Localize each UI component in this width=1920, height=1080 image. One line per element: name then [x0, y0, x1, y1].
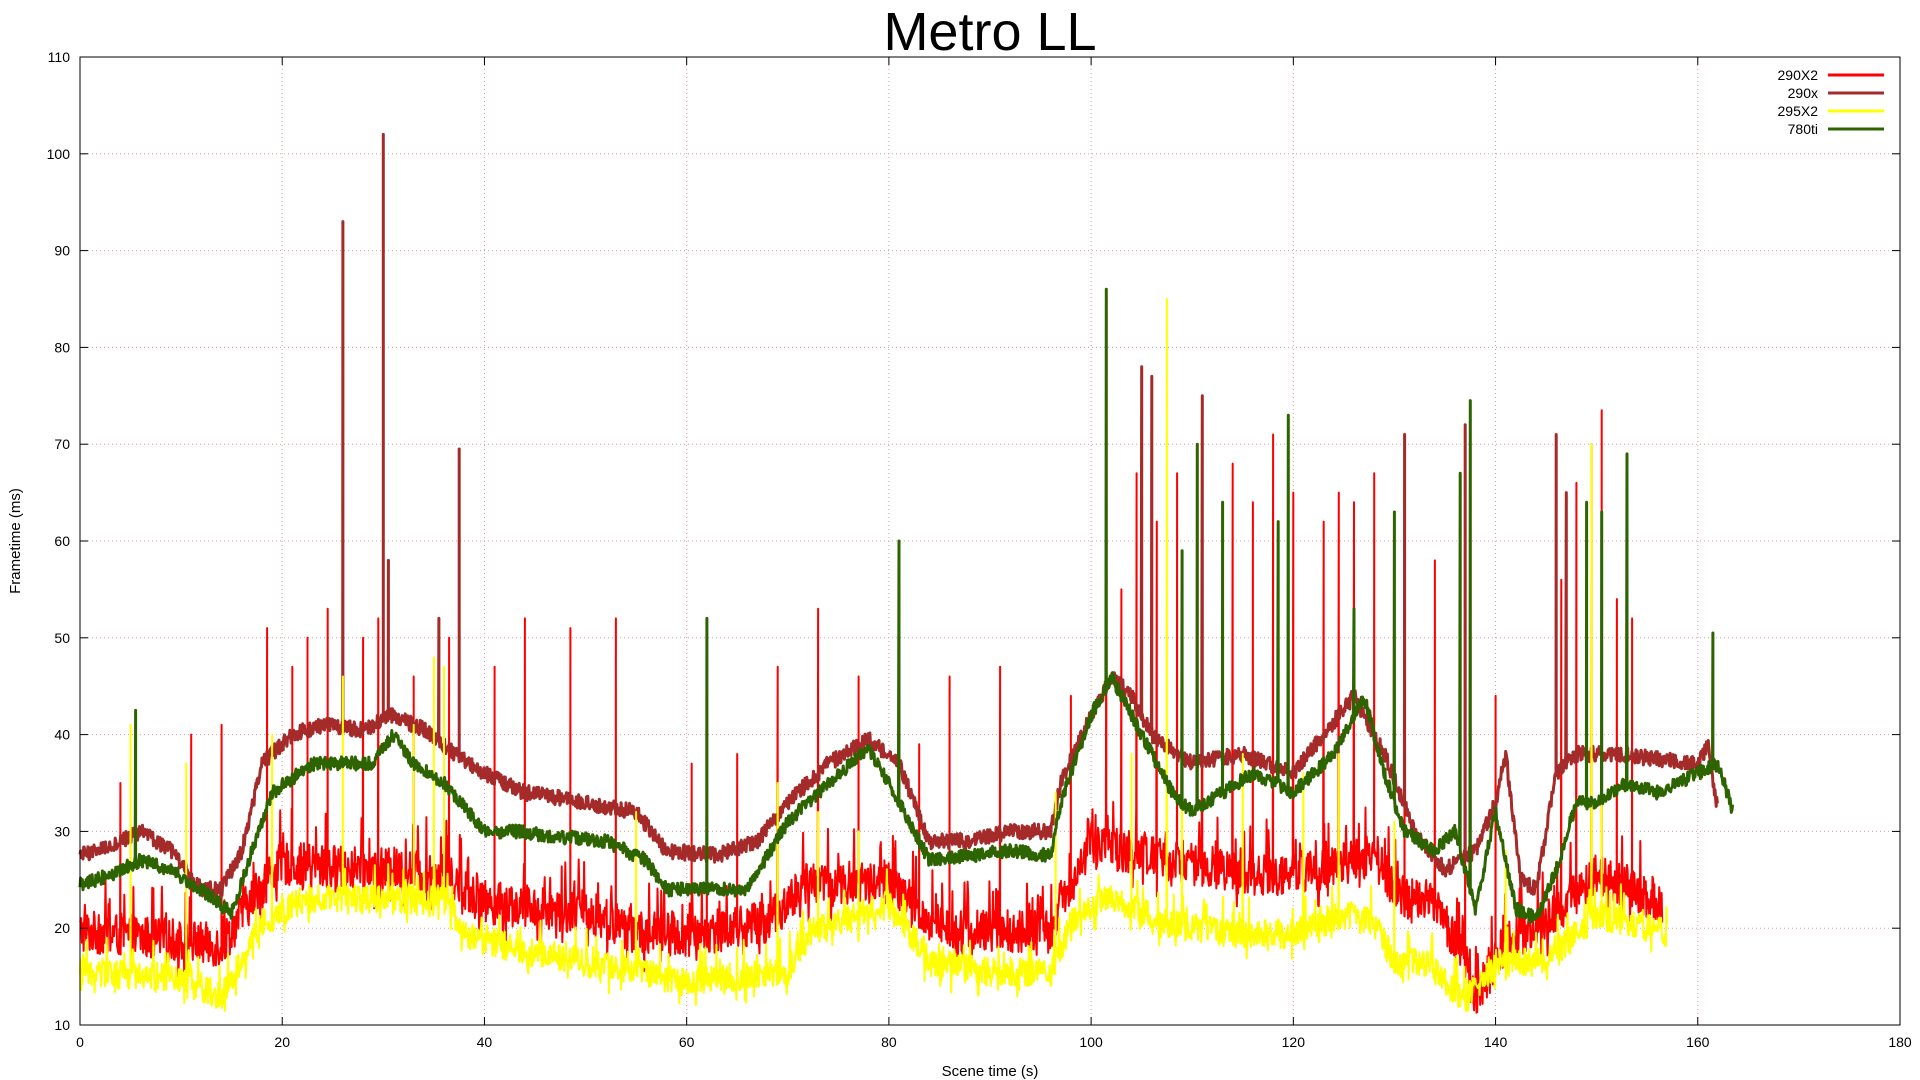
grid — [80, 57, 1900, 1025]
y-tick-label: 50 — [54, 630, 70, 646]
legend-label: 290x — [1788, 85, 1818, 101]
series-line-295x2 — [79, 298, 1668, 1013]
x-tick-label: 0 — [76, 1034, 84, 1050]
y-tick-label: 40 — [54, 727, 70, 743]
y-tick-label: 30 — [54, 823, 70, 839]
legend: 290X2 290x 295X2 780ti — [1778, 67, 1884, 137]
x-tick-label: 120 — [1282, 1034, 1306, 1050]
x-tick-label: 100 — [1079, 1034, 1103, 1050]
x-tick-label: 20 — [274, 1034, 290, 1050]
y-tick-label: 100 — [47, 146, 71, 162]
legend-label: 290X2 — [1778, 67, 1819, 83]
legend-label: 780ti — [1788, 121, 1818, 137]
legend-label: 295X2 — [1778, 103, 1819, 119]
y-axis-label: Frametime (ms) — [7, 488, 24, 594]
axis-ticks: 0 20 40 60 80 100 120 140 160 180 10 20 30 40 50 60 70 80… — [47, 49, 1912, 1050]
x-tick-label: 40 — [477, 1034, 493, 1050]
x-tick-label: 80 — [881, 1034, 897, 1050]
series-line-780ti — [78, 287, 1735, 924]
y-tick-label: 70 — [54, 436, 70, 452]
x-axis-label: Scene time (s) — [942, 1063, 1039, 1080]
y-tick-label: 80 — [54, 339, 70, 355]
x-tick-label: 140 — [1484, 1034, 1508, 1050]
series-line-290x2 — [79, 409, 1664, 1014]
y-tick-label: 110 — [48, 49, 71, 65]
x-tick-label: 60 — [679, 1034, 695, 1050]
y-tick-label: 60 — [54, 533, 70, 549]
x-tick-label: 160 — [1686, 1034, 1710, 1050]
series-lines — [78, 132, 1735, 1014]
y-tick-label: 90 — [54, 243, 70, 259]
y-tick-label: 20 — [54, 920, 70, 936]
x-tick-label: 180 — [1888, 1034, 1912, 1050]
y-tick-label: 10 — [54, 1017, 70, 1033]
chart-title: Metro LL — [883, 2, 1096, 62]
